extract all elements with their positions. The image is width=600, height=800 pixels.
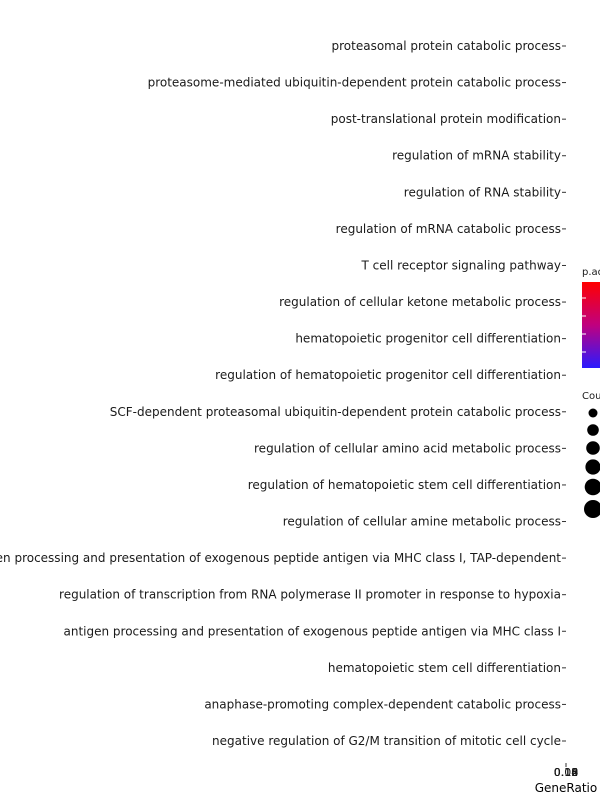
x-tick-label: 0.12 (554, 766, 579, 779)
y-tick-label: proteasomal protein catabolic process (332, 39, 562, 53)
color-legend: p.adjust (582, 267, 600, 368)
x-axis-title: GeneRatio (535, 781, 597, 795)
y-tick-label: antigen processing and presentation of e… (63, 624, 561, 638)
color-legend-title: p.adjust (582, 267, 600, 278)
color-legend-bar (582, 282, 600, 368)
x-tick-label: 0.14 (554, 766, 579, 779)
y-tick-label: regulation of mRNA stability (392, 149, 561, 163)
y-tick-label: regulation of cellular amine metabolic p… (283, 515, 561, 529)
x-axis: 0.080.100.120.140.160.18 GeneRatio (535, 763, 597, 795)
size-legend-dot (588, 408, 598, 418)
y-tick-label: regulation of cellular ketone metabolic … (279, 295, 561, 309)
y-tick-label: regulation of transcription from RNA pol… (59, 588, 561, 602)
y-tick-label: anaphase-promoting complex-dependent cat… (204, 697, 561, 711)
y-tick-label: proteasome-mediated ubiquitin-dependent … (148, 76, 561, 90)
x-tick-labels: 0.080.100.120.140.160.18 (554, 766, 579, 779)
y-tick-label: regulation of mRNA catabolic process (336, 222, 561, 236)
x-tick-label: 0.16 (554, 766, 579, 779)
y-tick-label: regulation of RNA stability (404, 185, 561, 199)
y-tick-label: antigen processing and presentation of e… (0, 551, 561, 565)
size-legend-dot (587, 424, 599, 436)
x-tick-label: 0.18 (554, 766, 579, 779)
size-legend-dot (584, 478, 600, 496)
y-tick-label: SCF-dependent proteasomal ubiquitin-depe… (110, 405, 561, 419)
size-legend-dot (585, 459, 600, 475)
y-tick-label: hematopoietic progenitor cell differenti… (295, 332, 561, 346)
y-tick-label: regulation of hematopoietic stem cell di… (248, 478, 561, 492)
y-tick-label: negative regulation of G2/M transition o… (212, 734, 561, 748)
y-axis: negative regulation of G2/M transition o… (0, 39, 566, 748)
size-legend-title: Count (582, 391, 600, 402)
y-tick-label: post-translational protein modification (331, 112, 561, 126)
y-tick-label: regulation of hematopoietic progenitor c… (215, 368, 561, 382)
x-tick-label: 0.08 (554, 766, 579, 779)
y-tick-label: T cell receptor signaling pathway (361, 258, 561, 272)
size-legend-dot (586, 441, 600, 455)
x-tick-label: 0.10 (554, 766, 579, 779)
y-tick-label: regulation of cellular amino acid metabo… (254, 441, 561, 455)
size-legend: Count (582, 391, 600, 518)
size-legend-dot (584, 500, 600, 518)
y-tick-label: hematopoietic stem cell differentiation (328, 661, 561, 675)
